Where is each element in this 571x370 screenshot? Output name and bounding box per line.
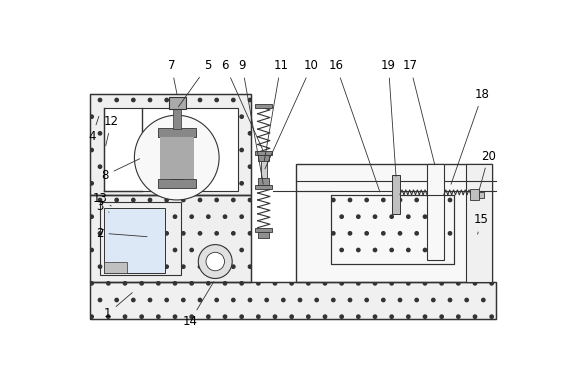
Bar: [465, 164, 492, 282]
Bar: [255, 185, 272, 189]
Bar: [103, 108, 238, 191]
Bar: [255, 104, 272, 108]
Bar: [255, 151, 272, 155]
Text: 11: 11: [264, 60, 288, 161]
Text: 7: 7: [168, 60, 177, 94]
Bar: [258, 178, 269, 185]
Bar: [331, 195, 454, 264]
Bar: [258, 155, 269, 161]
Text: 2: 2: [96, 226, 147, 239]
Bar: [261, 155, 267, 186]
Text: 4: 4: [89, 116, 99, 143]
Text: 19: 19: [381, 60, 396, 176]
Text: 8: 8: [102, 159, 139, 182]
Bar: [171, 137, 183, 179]
Text: 14: 14: [182, 282, 214, 328]
Bar: [258, 232, 269, 238]
Bar: [480, 192, 484, 198]
Bar: [90, 282, 496, 319]
Text: 18: 18: [451, 88, 490, 184]
Bar: [296, 164, 492, 282]
Text: 9: 9: [239, 60, 263, 184]
Text: 12: 12: [104, 115, 119, 146]
Bar: [158, 179, 196, 188]
Text: 10: 10: [265, 60, 319, 169]
Bar: [158, 128, 196, 137]
Text: 16: 16: [329, 60, 380, 192]
Bar: [427, 164, 444, 260]
Bar: [90, 94, 251, 195]
Text: 3: 3: [96, 199, 109, 213]
Bar: [392, 175, 400, 214]
Bar: [169, 97, 186, 109]
Text: 17: 17: [403, 60, 435, 165]
Bar: [90, 282, 496, 319]
Bar: [90, 195, 251, 282]
Text: 13: 13: [93, 192, 111, 206]
Bar: [103, 262, 127, 273]
Circle shape: [134, 115, 219, 200]
Bar: [331, 195, 454, 264]
Text: 1: 1: [104, 293, 132, 320]
Text: 15: 15: [473, 213, 488, 234]
Circle shape: [206, 252, 224, 271]
Bar: [470, 189, 480, 200]
Bar: [160, 137, 194, 179]
Bar: [255, 228, 272, 232]
Text: 6: 6: [222, 60, 263, 149]
Text: 20: 20: [479, 149, 496, 189]
Bar: [90, 195, 251, 282]
Bar: [173, 108, 180, 129]
Text: 5: 5: [178, 60, 211, 107]
Bar: [103, 208, 165, 273]
Bar: [100, 202, 180, 275]
Circle shape: [198, 245, 232, 279]
Bar: [90, 94, 251, 195]
